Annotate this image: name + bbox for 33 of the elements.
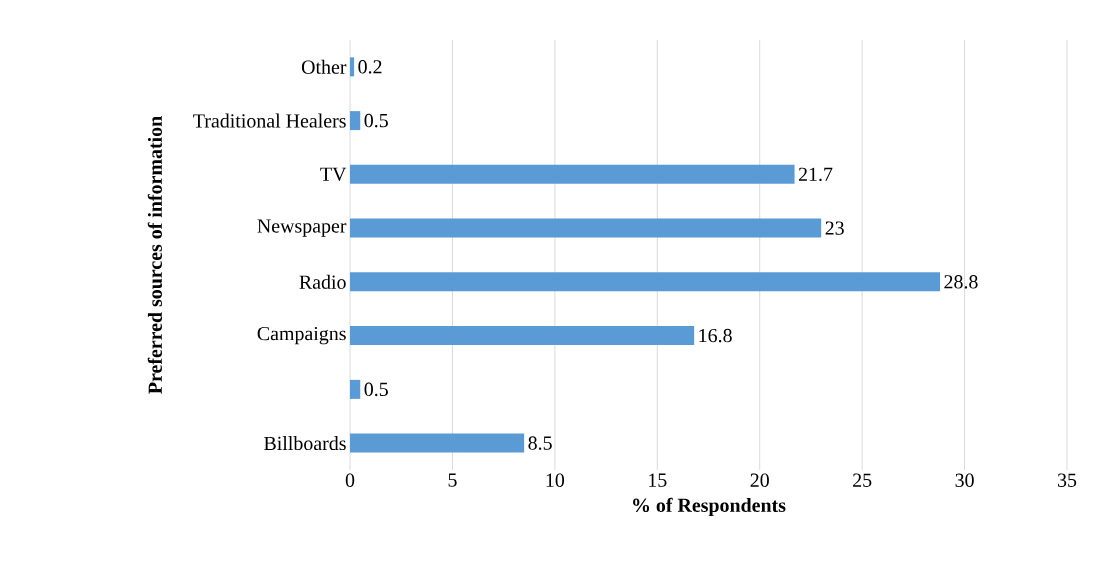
data-label: 0.2: [358, 60, 382, 74]
data-label: 0.5: [364, 113, 388, 128]
y-tick-label: TV: [320, 167, 347, 182]
bar: [350, 272, 940, 292]
x-tick-label: 20: [750, 473, 769, 487]
bar: [350, 433, 525, 453]
x-tick-label: 15: [649, 473, 667, 487]
bar: [350, 111, 361, 131]
bar: [350, 57, 355, 77]
x-tick-label: 30: [955, 473, 974, 487]
x-tick-label: 10: [546, 473, 565, 487]
x-tick-label: 25: [853, 473, 872, 487]
y-tick-label: Campaigns: [257, 326, 346, 345]
bar: [350, 218, 822, 238]
bar: [350, 326, 695, 346]
data-label: 23: [825, 221, 844, 235]
x-axis-title: % of Respondents: [633, 497, 786, 517]
x-tick-label: 0: [345, 473, 355, 487]
x-tick-label: 35: [1058, 473, 1077, 487]
bar: [350, 379, 361, 399]
data-label: 21.7: [798, 167, 833, 182]
y-axis-title: Preferred sources of information: [147, 116, 162, 394]
y-tick-label: Newspaper: [257, 219, 347, 237]
y-tick-label: Radio: [299, 274, 346, 289]
data-label: 0.5: [364, 382, 388, 397]
y-tick-label: Billboards: [264, 436, 346, 451]
bar: [350, 164, 795, 184]
data-label: 28.8: [944, 275, 978, 289]
x-tick-label: 5: [448, 473, 457, 487]
y-tick-label: Other: [301, 59, 347, 74]
y-tick-label: Traditional Healers: [193, 113, 346, 128]
data-label: 8.5: [528, 436, 552, 450]
data-label: 16.8: [699, 328, 732, 343]
